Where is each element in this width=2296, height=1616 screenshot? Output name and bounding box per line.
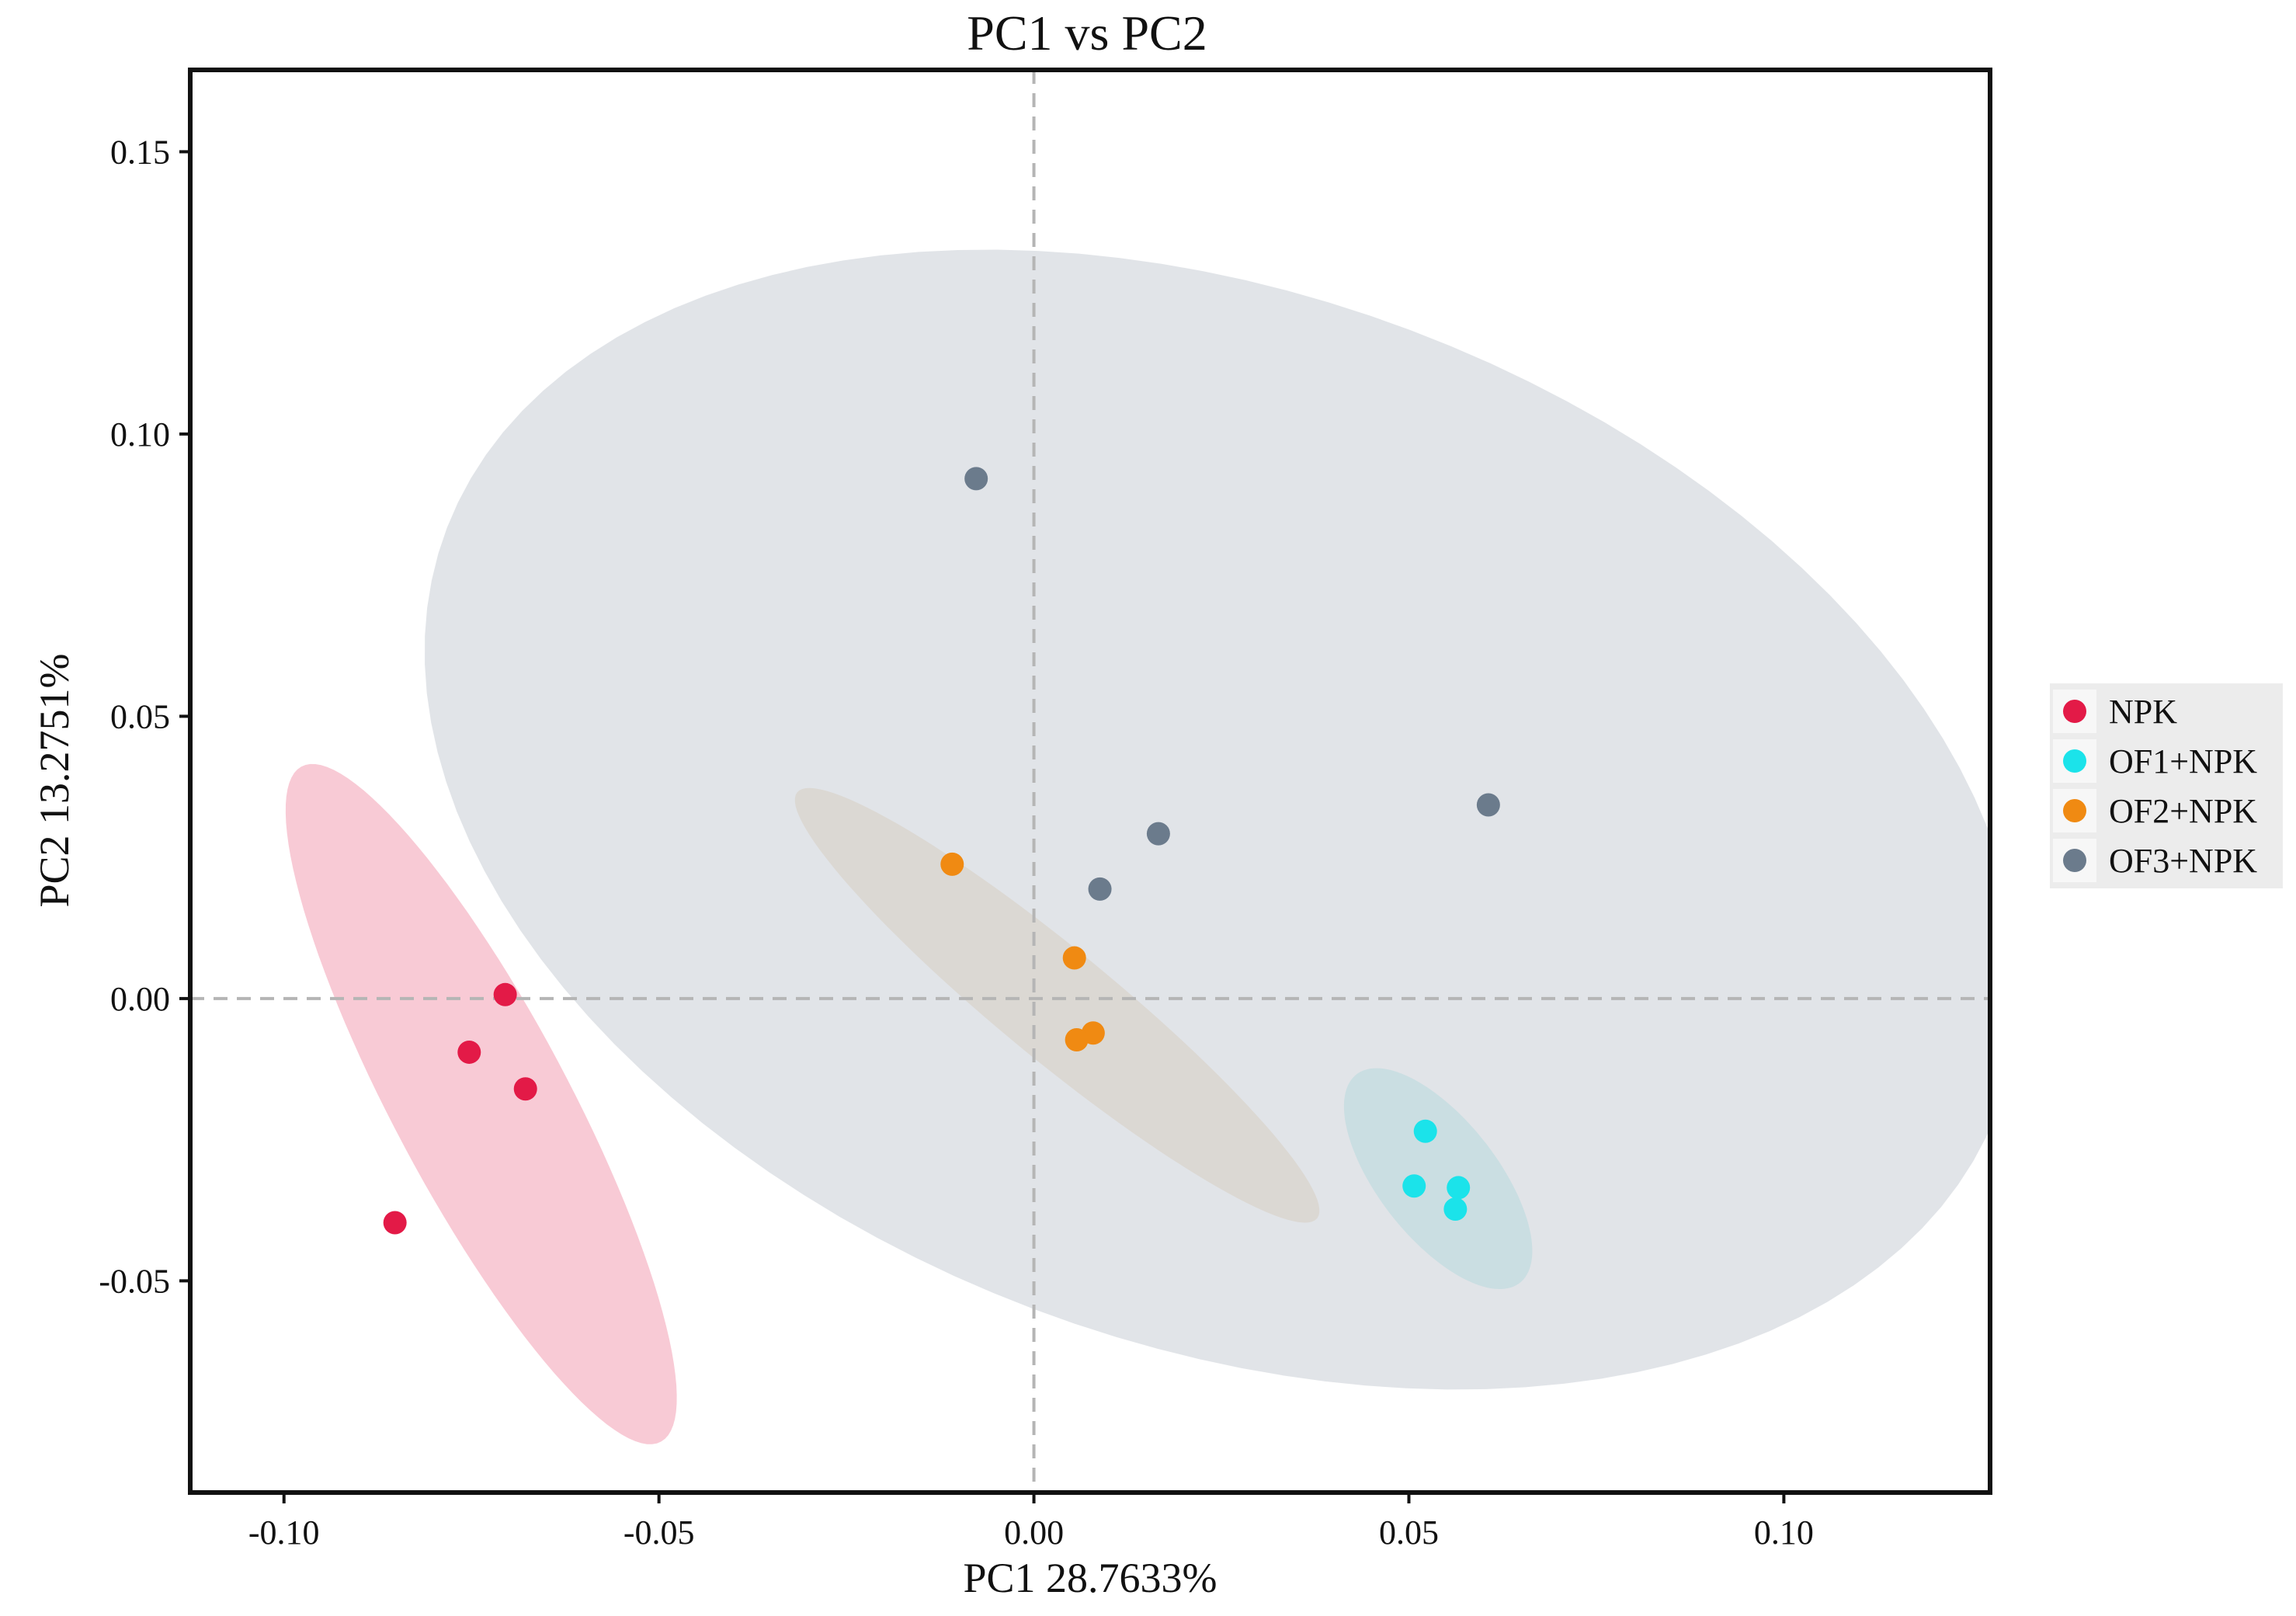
point-of3-npk-3: [1146, 822, 1170, 846]
point-npk-1: [493, 982, 517, 1006]
x-axis-label: PC1 28.7633%: [963, 1555, 1217, 1601]
ellipse-of3-npk: [425, 249, 1990, 1390]
x-tick-label: 0.00: [1004, 1513, 1064, 1552]
point-of1-npk-3: [1447, 1176, 1471, 1200]
confidence-ellipses: [285, 249, 1990, 1444]
legend-swatch-of2-npk: [2063, 799, 2086, 822]
y-tick-label: 0.00: [110, 980, 170, 1018]
point-of1-npk-4: [1443, 1197, 1468, 1222]
point-of1-npk-1: [1413, 1119, 1437, 1143]
point-npk-2: [457, 1040, 481, 1064]
point-of1-npk-2: [1402, 1174, 1426, 1198]
legend-label-npk: NPK: [2109, 693, 2177, 731]
point-npk-3: [513, 1077, 537, 1101]
legend: NPK OF1+NPK OF2+NPK OF3+NPK: [2050, 683, 2283, 888]
x-tick-label: 0.05: [1379, 1513, 1439, 1552]
x-tick-label: -0.05: [623, 1513, 695, 1552]
reference-lines: [190, 70, 1990, 1493]
point-of2-npk-2: [1062, 946, 1086, 970]
legend-swatch-of3-npk: [2063, 849, 2086, 872]
plot-frame: [188, 68, 1992, 1495]
point-of2-npk-4: [1065, 1027, 1089, 1051]
y-tick-label: 0.10: [110, 415, 170, 454]
data-points: [383, 467, 1500, 1235]
point-of3-npk-2: [1088, 877, 1112, 901]
y-axis-label: PC2 13.2751%: [31, 653, 78, 907]
point-npk-4: [383, 1211, 407, 1235]
point-of3-npk-1: [964, 467, 988, 491]
y-tick-label: -0.05: [99, 1262, 170, 1300]
ellipse-npk: [285, 763, 677, 1444]
legend-label-of2-npk: OF2+NPK: [2109, 792, 2257, 830]
x-tick-label: 0.10: [1754, 1513, 1814, 1552]
legend-swatch-of1-npk: [2063, 749, 2086, 773]
chart-title: PC1 vs PC2: [967, 5, 1207, 61]
y-tick-label: 0.05: [110, 697, 170, 735]
legend-label-of1-npk: OF1+NPK: [2109, 742, 2257, 780]
x-tick-label: -0.10: [248, 1513, 320, 1552]
legend-label-of3-npk: OF3+NPK: [2109, 842, 2257, 880]
y-tick-label: 0.15: [110, 133, 170, 171]
point-of2-npk-1: [940, 852, 964, 876]
axis-ticks: -0.10 -0.05 0.00 0.05 0.10 -0.05 0.00 0.05 0.10 0…: [99, 133, 1814, 1552]
legend-swatch-npk: [2063, 700, 2086, 723]
point-of3-npk-4: [1476, 793, 1500, 817]
